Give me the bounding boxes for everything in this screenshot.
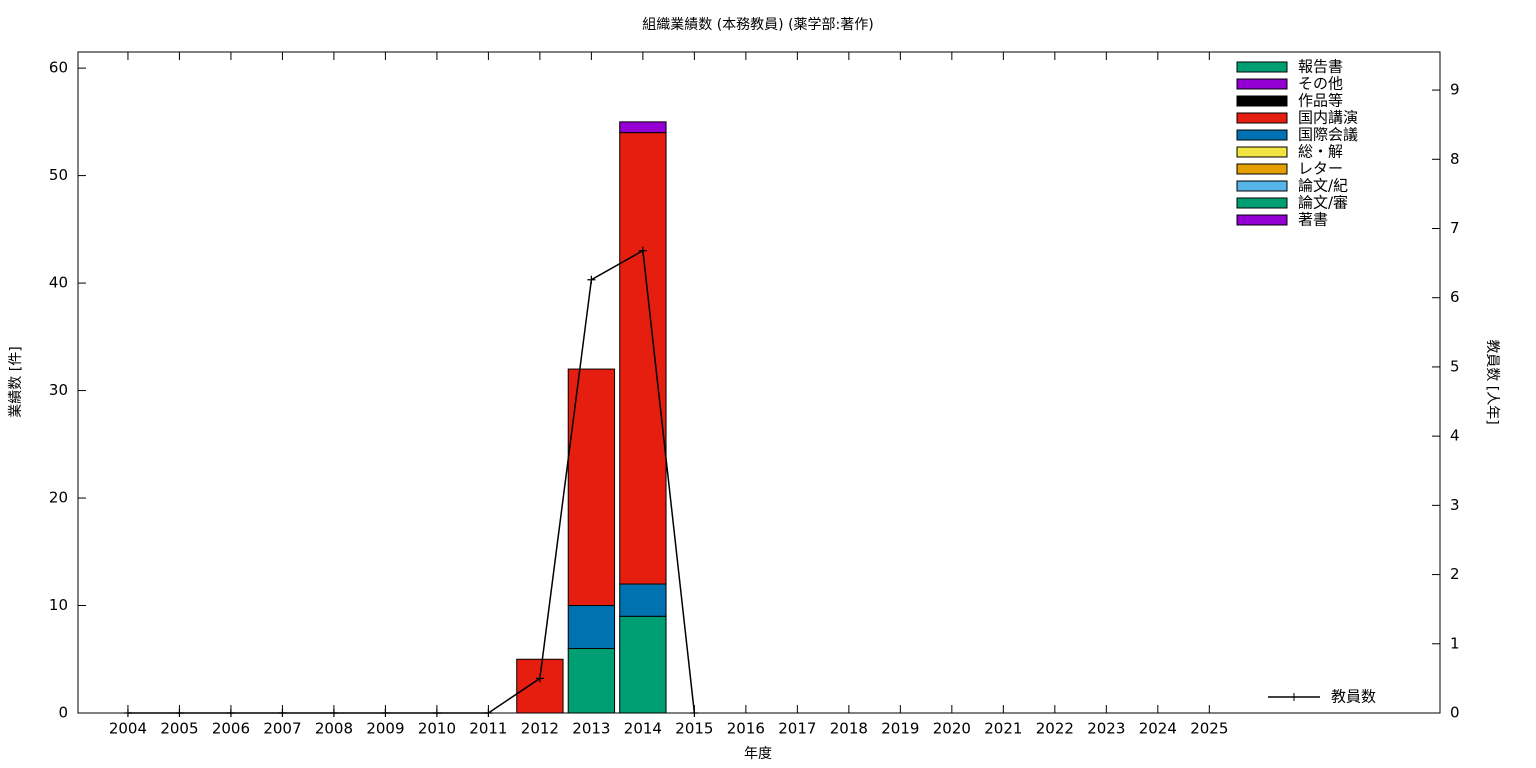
x-tick-label: 2013 [572, 720, 610, 738]
plot-frame [77, 51, 1441, 714]
y2-tick-label: 2 [1450, 565, 1460, 583]
legend-label: 論文/紀 [1298, 177, 1348, 195]
x-tick-label: 2020 [933, 720, 971, 738]
chart-title: 組織業績数 (本務教員) (薬学部:著作) [642, 17, 873, 33]
y-tick-label: 20 [49, 489, 68, 507]
line-point [535, 674, 544, 683]
x-tick-label: 2023 [1087, 720, 1125, 738]
y2-tick-label: 3 [1450, 496, 1460, 514]
x-tick-label: 2012 [521, 720, 559, 738]
line-point [587, 275, 596, 284]
line-point [329, 709, 338, 717]
y2-tick-label: 7 [1450, 219, 1460, 237]
bar-segment [567, 605, 616, 650]
line-point [690, 709, 699, 717]
legend-swatch [1236, 180, 1288, 192]
y2-tick-label: 4 [1450, 427, 1460, 445]
x-tick-label: 2021 [984, 720, 1022, 738]
y-tick-label: 0 [58, 704, 68, 722]
legend-swatch [1236, 112, 1288, 124]
legend-label: 作品等 [1298, 92, 1343, 110]
legend-label: 論文/審 [1298, 194, 1348, 212]
y-tick-label: 60 [49, 59, 68, 77]
y2-tick-label: 8 [1450, 150, 1460, 168]
line-point [123, 709, 132, 717]
y2-tick-label: 0 [1450, 704, 1460, 722]
y-tick-label: 30 [49, 381, 68, 399]
x-tick-label: 2017 [778, 720, 816, 738]
legend-label: 報告書 [1298, 58, 1343, 76]
x-tick-label: 2018 [830, 720, 868, 738]
y-tick-label: 10 [49, 596, 68, 614]
x-tick-label: 2005 [160, 720, 198, 738]
x-tick-label: 2016 [727, 720, 765, 738]
legend-swatch [1236, 197, 1288, 209]
x-tick-label: 2025 [1190, 720, 1228, 738]
line-point [381, 709, 390, 717]
x-axis-label: 年度 [744, 746, 772, 762]
x-tick-label: 2006 [212, 720, 250, 738]
x-tick-label: 2007 [263, 720, 301, 738]
line-point [175, 709, 184, 717]
bar-segment [619, 121, 667, 134]
legend-swatch [1236, 61, 1288, 73]
legend-swatch [1236, 95, 1288, 107]
x-tick-label: 2019 [881, 720, 919, 738]
line-point [432, 709, 441, 717]
x-tick-label: 2015 [675, 720, 713, 738]
legend-point [1290, 693, 1298, 701]
bar-segment [619, 132, 667, 585]
legend-swatch [1236, 163, 1288, 175]
x-tick-label: 2004 [109, 720, 147, 738]
legend-label: 著書 [1298, 211, 1328, 229]
y2-tick-label: 6 [1450, 288, 1460, 306]
y2-tick-label: 9 [1450, 81, 1460, 99]
x-tick-label: 2008 [315, 720, 353, 738]
y-tick-label: 40 [49, 274, 68, 292]
bar-segment [619, 583, 667, 617]
legend-swatch [1236, 146, 1288, 158]
x-tick-label: 2010 [418, 720, 456, 738]
legend-label: 国内講演 [1298, 109, 1358, 127]
y2-tick-label: 5 [1450, 357, 1460, 375]
y2-axis-label: 教員数 [人年] [1484, 339, 1500, 424]
bar-segment [567, 368, 616, 607]
legend-label: その他 [1298, 75, 1343, 93]
legend-swatch [1236, 78, 1288, 90]
legend-swatch [1236, 129, 1288, 141]
y-axis-label: 業績数 [件] [8, 346, 24, 417]
bar-segment [619, 615, 667, 714]
line-series [127, 249, 696, 714]
x-tick-label: 2009 [366, 720, 404, 738]
legend-label: 総・解 [1298, 143, 1343, 161]
x-tick-label: 2014 [624, 720, 662, 738]
line-point [638, 246, 647, 255]
bar-segment [567, 648, 616, 714]
line-point [226, 709, 235, 717]
bar-segment [516, 658, 564, 714]
legend-label: 教員数 [1331, 688, 1376, 706]
legend-swatch [1236, 214, 1288, 226]
line-point [278, 709, 287, 717]
y-tick-label: 50 [49, 166, 68, 184]
x-tick-label: 2024 [1139, 720, 1177, 738]
y2-tick-label: 1 [1450, 634, 1460, 652]
legend-label: レター [1298, 160, 1343, 178]
legend-label: 国際会議 [1298, 126, 1358, 144]
x-tick-label: 2022 [1036, 720, 1074, 738]
line-point [484, 709, 493, 717]
x-tick-label: 2011 [469, 720, 507, 738]
